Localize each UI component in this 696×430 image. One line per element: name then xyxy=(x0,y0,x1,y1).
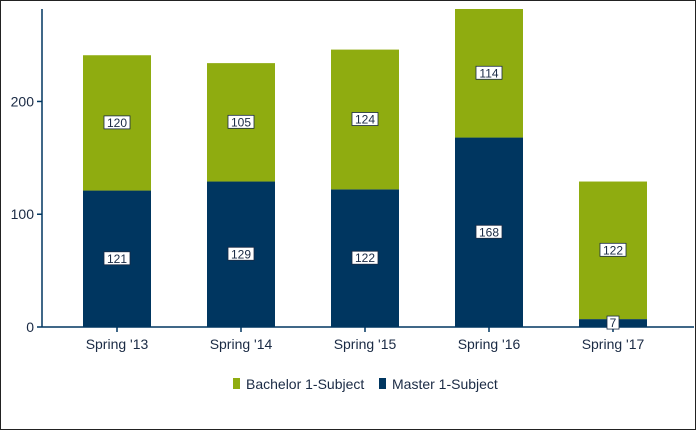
data-label: 114 xyxy=(479,66,498,80)
legend-swatch xyxy=(233,378,240,389)
data-label: 168 xyxy=(479,225,499,239)
data-label: 129 xyxy=(231,247,251,261)
data-labels: 121 120 129 105 122 124 168 114 7 122 xyxy=(103,65,627,330)
data-label: 122 xyxy=(603,243,623,257)
legend-swatch xyxy=(379,378,386,389)
data-label: 7 xyxy=(610,316,617,330)
data-label-box xyxy=(351,250,379,265)
x-tick-label: Spring '15 xyxy=(334,336,397,352)
data-label: 124 xyxy=(355,113,375,127)
data-label-box xyxy=(227,114,255,129)
data-label-box xyxy=(475,224,503,239)
legend: Bachelor 1-Subject Master 1-Subject xyxy=(233,376,498,392)
data-label-box xyxy=(227,246,255,261)
data-label: 121 xyxy=(107,252,127,266)
legend-label: Bachelor 1-Subject xyxy=(246,376,364,392)
x-tick-label: Spring '17 xyxy=(582,336,645,352)
data-label-box xyxy=(606,315,620,330)
legend-label: Master 1-Subject xyxy=(392,376,498,392)
data-label-box xyxy=(599,242,627,257)
data-label-box xyxy=(475,65,503,80)
y-tick-label: 100 xyxy=(11,206,35,222)
data-label-box xyxy=(103,115,131,130)
data-label-box xyxy=(351,112,379,126)
data-label: 122 xyxy=(355,251,375,265)
bars xyxy=(83,9,647,327)
data-label: 105 xyxy=(231,115,251,129)
data-label: 120 xyxy=(107,116,127,130)
x-tick-label: Spring '16 xyxy=(458,336,521,352)
x-tick-label: Spring '14 xyxy=(210,336,273,352)
x-tick-label: Spring '13 xyxy=(86,336,149,352)
y-tick-label: 0 xyxy=(26,319,34,335)
data-label-box xyxy=(103,251,131,266)
y-tick-label: 200 xyxy=(11,93,35,109)
